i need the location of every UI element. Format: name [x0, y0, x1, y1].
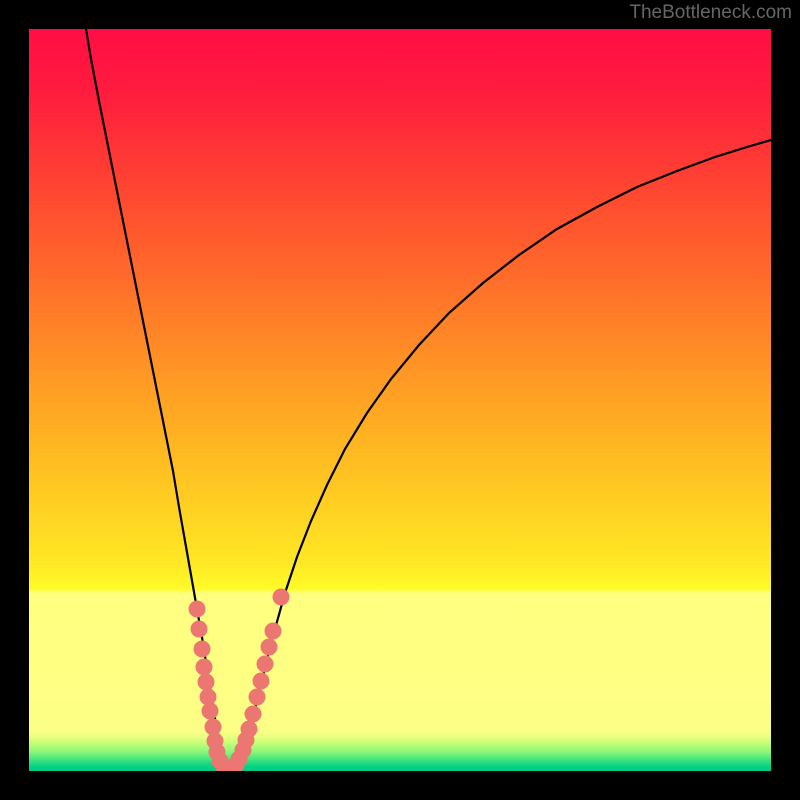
marker-dot — [194, 641, 211, 658]
marker-dot — [198, 674, 215, 691]
marker-dot — [253, 673, 270, 690]
marker-dot — [261, 639, 278, 656]
marker-dot — [245, 706, 262, 723]
plot-area — [29, 29, 771, 771]
marker-dot — [273, 589, 290, 606]
marker-dot — [202, 703, 219, 720]
left-curve — [86, 29, 229, 770]
watermark-text: TheBottleneck.com — [629, 2, 792, 24]
curves-layer — [29, 29, 771, 771]
right-curve — [229, 140, 771, 770]
marker-dot — [257, 656, 274, 673]
curve-markers — [189, 589, 290, 772]
marker-dot — [189, 601, 206, 618]
marker-dot — [241, 721, 258, 738]
marker-dot — [265, 623, 282, 640]
marker-dot — [191, 621, 208, 638]
chart-container: TheBottleneck.com — [0, 0, 800, 800]
marker-dot — [196, 659, 213, 676]
marker-dot — [249, 689, 266, 706]
